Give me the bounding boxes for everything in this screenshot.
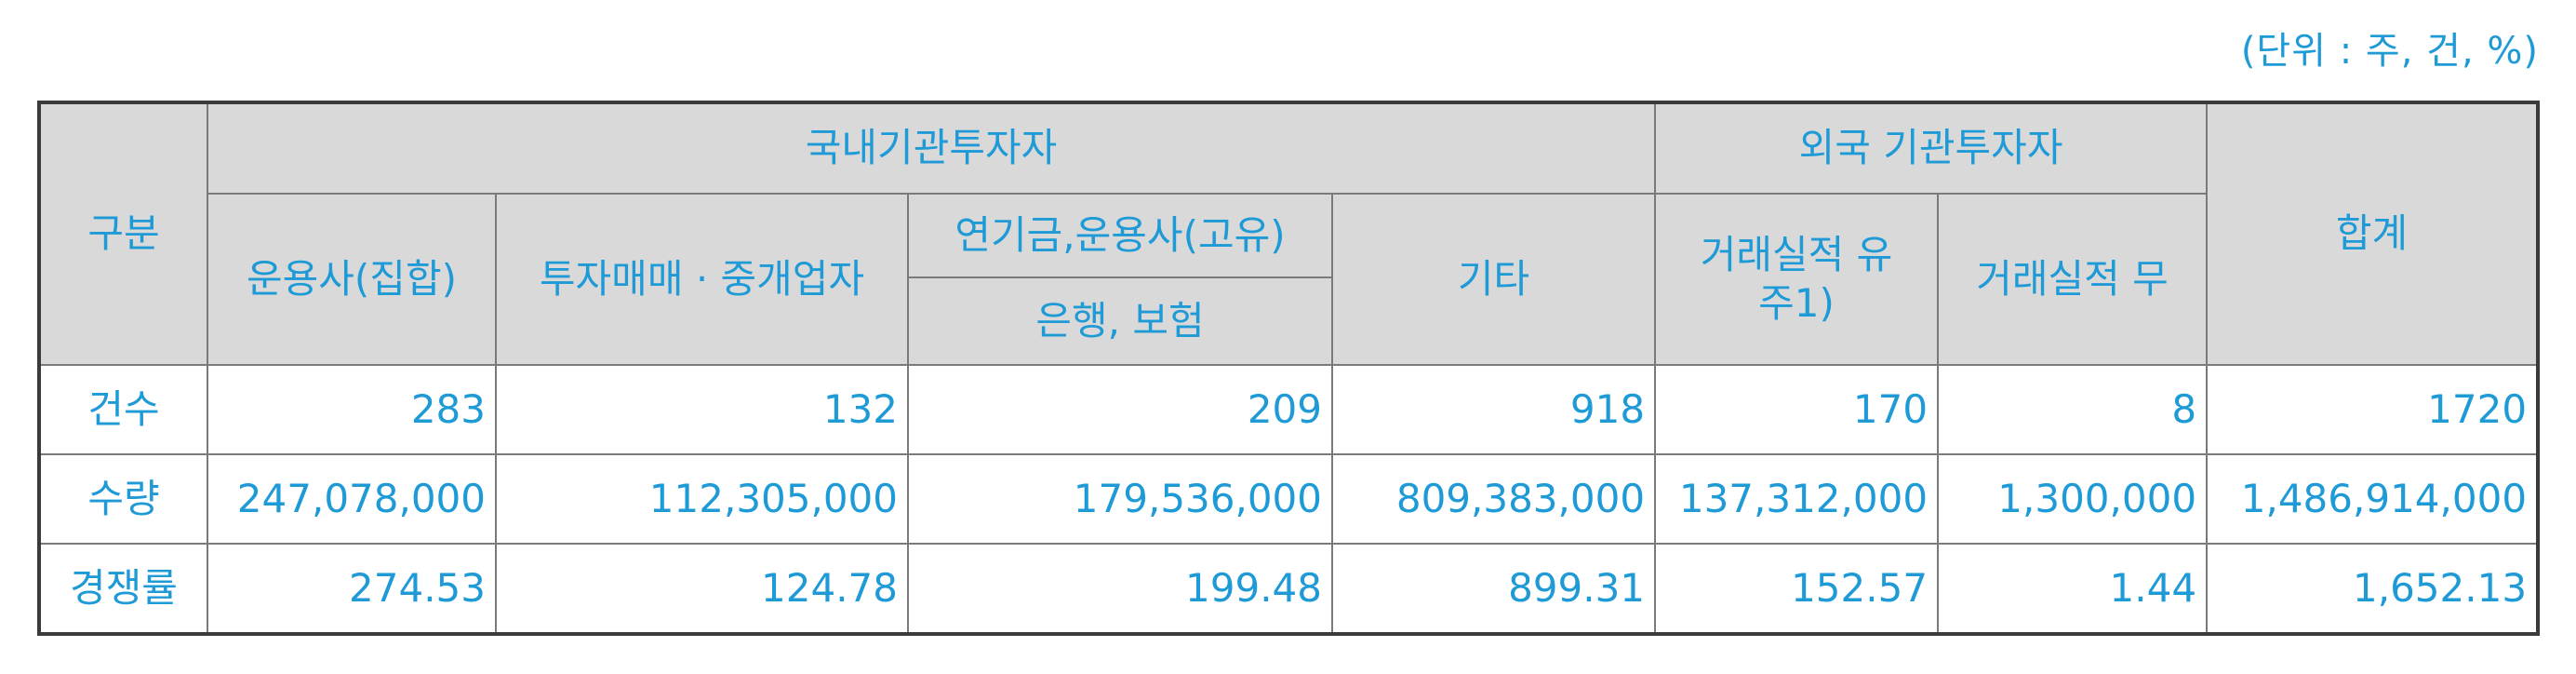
row-label: 건수 xyxy=(38,364,208,455)
table-cell: 899.31 xyxy=(1330,543,1657,635)
table-cell: 8 xyxy=(1937,364,2209,455)
header-pension-bottom: 은행, 보험 xyxy=(907,276,1333,366)
table-cell: 918 xyxy=(1330,364,1657,455)
header-dealer-broker: 투자매매 · 중개업자 xyxy=(495,193,909,366)
header-foreign-with-record: 거래실적 유 주1) xyxy=(1654,193,1940,366)
unit-note: (단위 : 주, 건, %) xyxy=(2240,30,2539,73)
header-pension-top: 연기금,운용사(고유) xyxy=(907,193,1333,278)
header-asset-mgmt-collective: 운용사(집합) xyxy=(207,193,497,366)
table-cell: 283 xyxy=(207,364,497,455)
header-foreign-without-record: 거래실적 무 xyxy=(1937,193,2209,366)
table-cell: 1,486,914,000 xyxy=(2206,453,2540,545)
header-domestic-group: 국내기관투자자 xyxy=(206,101,1657,195)
table-cell: 152.57 xyxy=(1654,543,1940,635)
header-category: 구분 xyxy=(38,101,208,366)
table-cell: 809,383,000 xyxy=(1330,453,1657,545)
table-cell: 132 xyxy=(495,364,909,455)
table-cell: 247,078,000 xyxy=(207,453,497,545)
table-cell: 199.48 xyxy=(907,543,1333,635)
table-cell: 137,312,000 xyxy=(1654,453,1940,545)
table-cell: 124.78 xyxy=(495,543,909,635)
row-label: 수량 xyxy=(38,453,208,545)
header-total: 합계 xyxy=(2206,101,2540,366)
row-label: 경쟁률 xyxy=(38,543,208,635)
table-cell: 1,300,000 xyxy=(1937,453,2209,545)
table-row: 건수 283 132 209 918 170 8 1720 xyxy=(38,364,2540,455)
table-cell: 1.44 xyxy=(1937,543,2209,635)
table-cell: 274.53 xyxy=(207,543,497,635)
table-cell: 179,536,000 xyxy=(907,453,1333,545)
table-cell: 112,305,000 xyxy=(495,453,909,545)
table-cell: 209 xyxy=(907,364,1333,455)
table-row: 수량 247,078,000 112,305,000 179,536,000 8… xyxy=(38,453,2540,545)
demand-forecast-table: 구분 국내기관투자자 외국 기관투자자 합계 운용사(집합) 투자매매 · 중개… xyxy=(37,101,2541,636)
header-others: 기타 xyxy=(1330,193,1657,366)
header-foreign-with-record-line1: 거래실적 유 xyxy=(1700,231,1893,277)
table-cell: 170 xyxy=(1654,364,1940,455)
header-foreign-group: 외국 기관투자자 xyxy=(1654,101,2209,195)
header-foreign-with-record-line2: 주1) xyxy=(1758,280,1835,326)
table-row: 경쟁률 274.53 124.78 199.48 899.31 152.57 1… xyxy=(38,543,2540,635)
table-cell: 1,652.13 xyxy=(2206,543,2540,635)
table-cell: 1720 xyxy=(2206,364,2540,455)
